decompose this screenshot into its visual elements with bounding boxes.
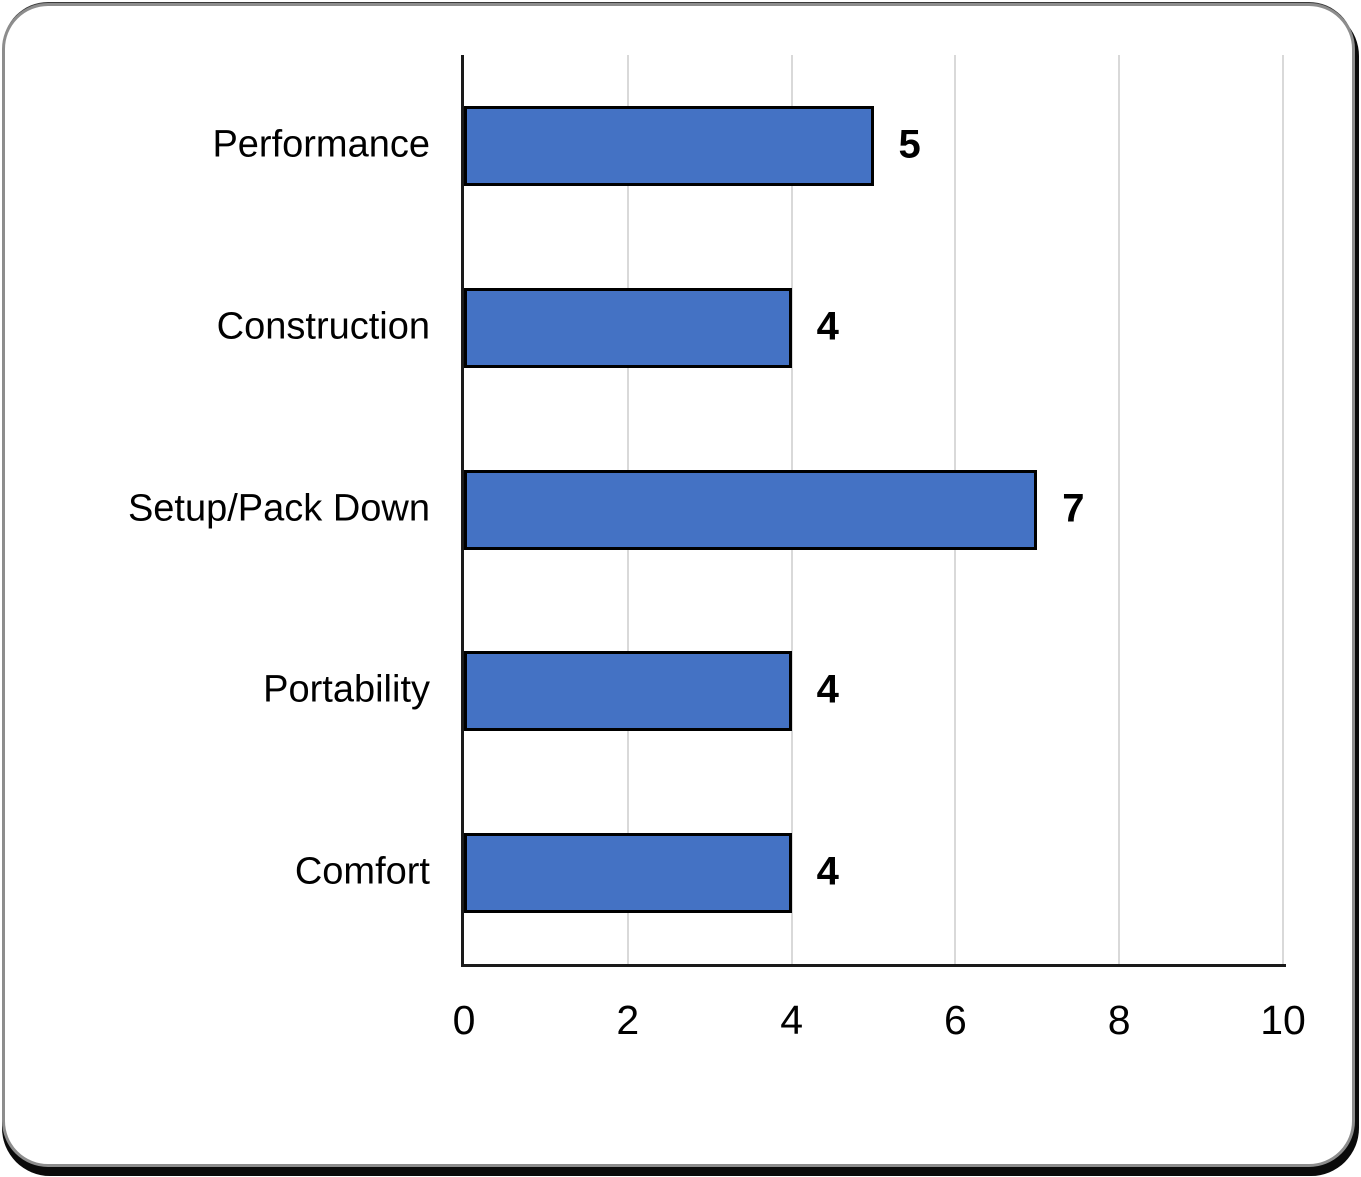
category-label: Performance bbox=[212, 123, 430, 166]
x-tick-label: 6 bbox=[943, 997, 967, 1043]
x-tick-label: 8 bbox=[1107, 997, 1131, 1043]
gridline bbox=[1118, 55, 1121, 964]
category-label: Comfort bbox=[294, 850, 430, 893]
bar bbox=[464, 105, 874, 186]
bar-value-label: 4 bbox=[816, 667, 839, 712]
x-tick-label: 2 bbox=[616, 997, 640, 1043]
bar bbox=[464, 651, 792, 732]
x-tick-label: 10 bbox=[1260, 997, 1306, 1043]
category-label: Setup/Pack Down bbox=[127, 487, 430, 530]
gridline bbox=[1282, 55, 1284, 964]
x-tick-label: 4 bbox=[780, 997, 803, 1043]
bar-value-label: 4 bbox=[816, 849, 839, 894]
y-axis-line bbox=[461, 55, 464, 967]
chart-card bbox=[2, 3, 1355, 1167]
category-axis-labels: Performance Construction Setup/Pack Down Po… bbox=[0, 55, 430, 964]
plot-area: 5 4 7 4 4 bbox=[464, 55, 1284, 964]
x-tick-label: 0 bbox=[452, 997, 476, 1043]
bar-value-label: 4 bbox=[816, 304, 839, 349]
category-label: Construction bbox=[216, 305, 430, 348]
bar-value-label: 7 bbox=[1062, 486, 1085, 531]
bar bbox=[464, 287, 792, 368]
category-label: Portability bbox=[263, 668, 430, 711]
x-axis-tick-labels: 0 2 4 6 8 10 bbox=[453, 994, 1306, 1046]
bar bbox=[464, 833, 792, 914]
x-axis-line bbox=[461, 964, 1286, 967]
bar bbox=[464, 469, 1038, 550]
bar-value-label: 5 bbox=[898, 122, 921, 167]
